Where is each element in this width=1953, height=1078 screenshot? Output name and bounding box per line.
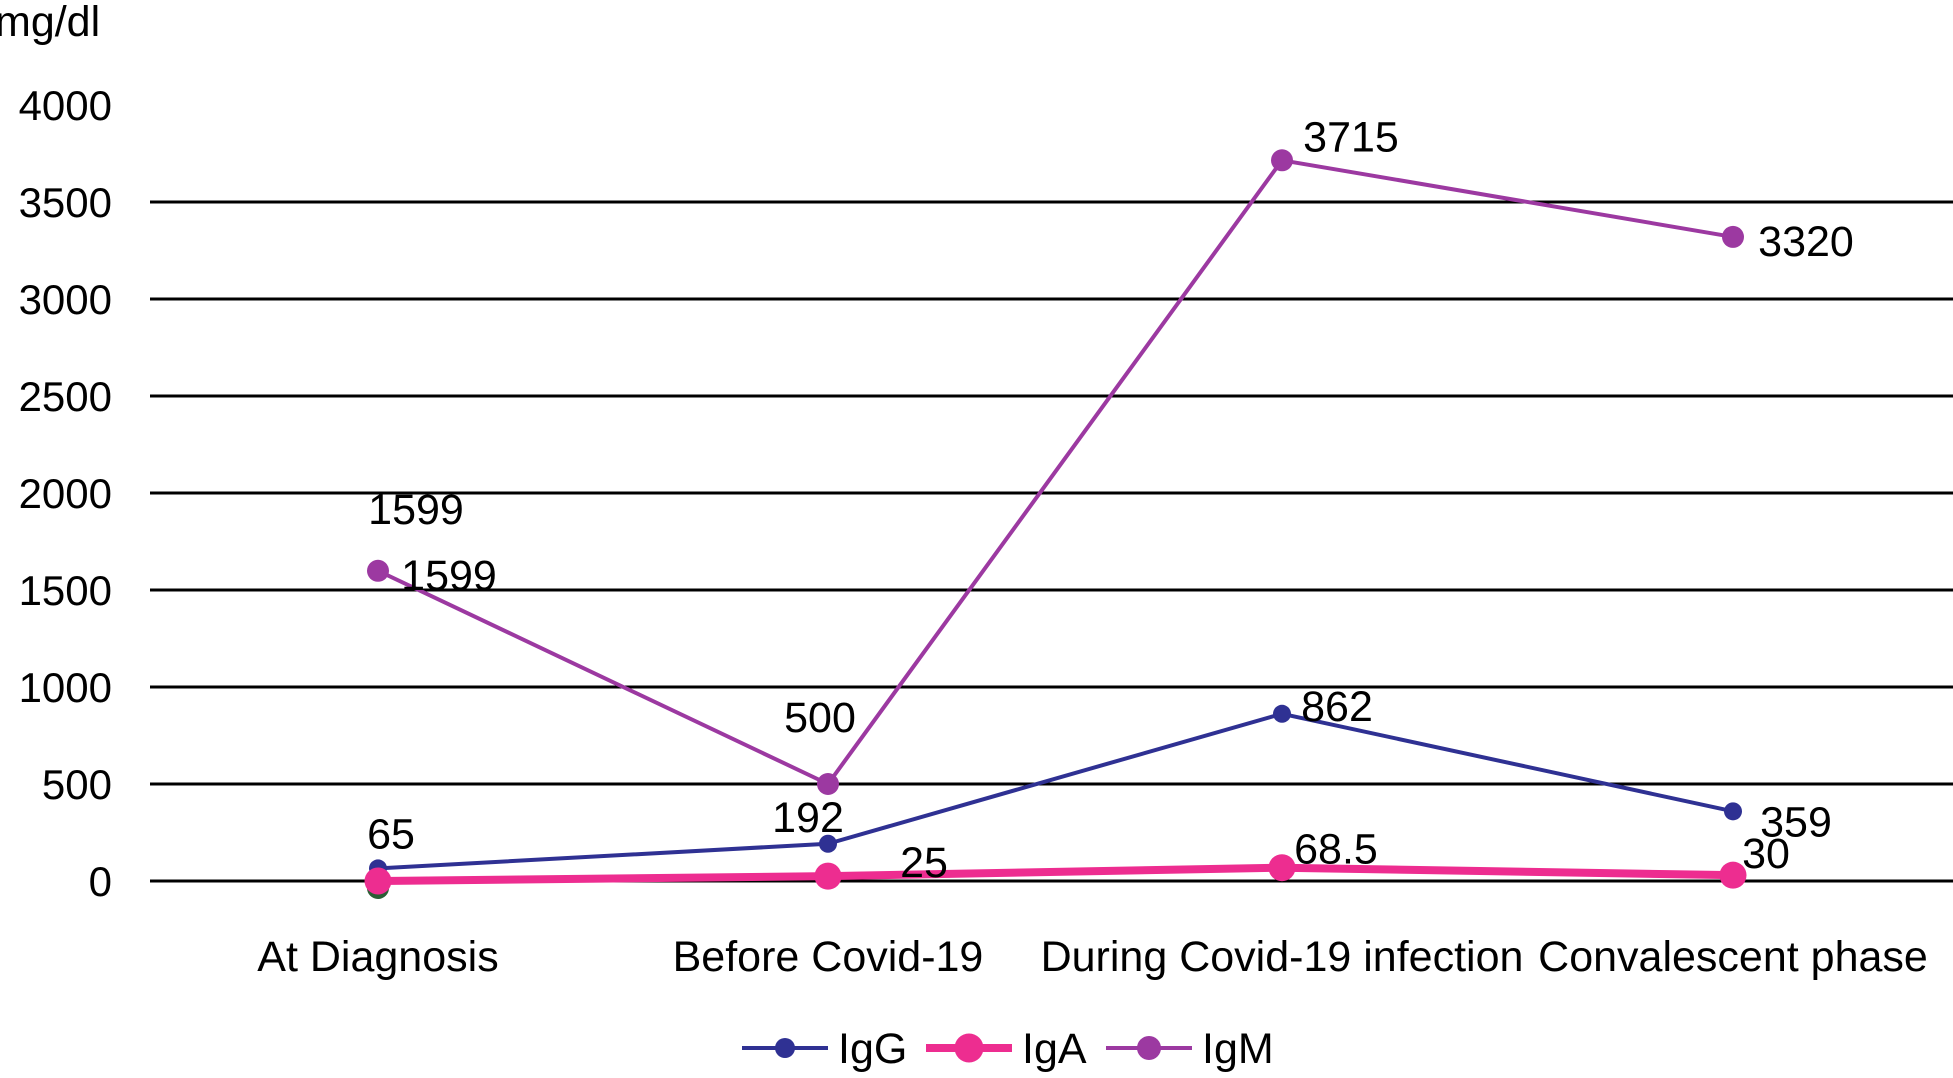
legend-label: IgA bbox=[1022, 1025, 1087, 1073]
data-point-marker-IgM bbox=[367, 559, 389, 582]
data-point-marker-IgA bbox=[364, 867, 392, 895]
legend-item-IgM: IgM bbox=[1106, 1025, 1274, 1073]
data-point-label-IgM: 500 bbox=[784, 694, 856, 742]
extra-data-label: 1599 bbox=[368, 486, 464, 534]
series-IgM: 1599 500 3715 3320 bbox=[367, 113, 1854, 795]
data-point-marker-IgG bbox=[1724, 802, 1742, 821]
x-axis-label: Convalescent phase bbox=[1538, 933, 1928, 981]
data-point-label-IgG: 862 bbox=[1301, 683, 1373, 731]
data-point-label-IgM: 3715 bbox=[1303, 113, 1399, 161]
y-axis-unit-label: mg/dl bbox=[0, 0, 101, 46]
data-point-marker-IgM bbox=[1271, 149, 1293, 172]
y-tick-label: 3000 bbox=[19, 276, 112, 323]
y-tick-label: 0 bbox=[89, 858, 112, 905]
data-point-marker-IgA bbox=[1719, 861, 1747, 889]
legend-item-IgG: IgG bbox=[742, 1025, 907, 1073]
x-axis-label: Before Covid-19 bbox=[673, 933, 984, 981]
data-point-marker-IgG bbox=[819, 834, 837, 853]
y-tick-label: 2500 bbox=[19, 373, 112, 420]
data-point-marker-IgA bbox=[1268, 854, 1296, 882]
legend-swatch-dot bbox=[1137, 1036, 1161, 1060]
y-tick-label: 1000 bbox=[19, 664, 112, 711]
data-point-marker-IgA bbox=[814, 862, 842, 890]
y-tick-label: 500 bbox=[42, 761, 112, 808]
series-line-IgM bbox=[377, 158, 1734, 786]
legend-swatch-dot bbox=[954, 1033, 984, 1063]
data-point-marker-IgM bbox=[817, 773, 839, 795]
data-point-label-IgG: 192 bbox=[772, 794, 844, 842]
data-point-label-IgG: 359 bbox=[1760, 798, 1832, 846]
data-point-label-IgA: 30 bbox=[1742, 830, 1790, 878]
data-point-label-IgA: 68.5 bbox=[1294, 826, 1378, 874]
y-axis-tick-labels: 4000 3500 3000 2500 2000 1500 1000 500 0 bbox=[19, 82, 112, 905]
legend-swatch-dot bbox=[775, 1038, 795, 1058]
x-axis-labels: At Diagnosis Before Covid-19 During Covid-… bbox=[257, 933, 1928, 981]
legend-label: IgM bbox=[1202, 1025, 1274, 1073]
x-axis-label: At Diagnosis bbox=[257, 933, 498, 981]
series-line-IgG bbox=[377, 711, 1734, 871]
series-IgA: 25 68.5 30 bbox=[364, 826, 1790, 895]
y-tick-label: 1500 bbox=[19, 567, 112, 614]
x-axis-label: During Covid-19 infection bbox=[1041, 933, 1524, 981]
gridlines bbox=[150, 200, 1953, 883]
legend-label: IgG bbox=[838, 1025, 907, 1073]
legend-item-IgA: IgA bbox=[926, 1025, 1087, 1073]
data-point-label-IgM: 3320 bbox=[1758, 218, 1854, 266]
data-point-label-IgA: 25 bbox=[900, 839, 948, 887]
data-point-marker-IgM bbox=[1722, 225, 1744, 248]
y-tick-label: 2000 bbox=[19, 470, 112, 517]
legend: IgG IgA IgM bbox=[742, 1025, 1274, 1073]
data-point-marker-IgG bbox=[1273, 704, 1291, 723]
y-tick-label: 3500 bbox=[19, 179, 112, 226]
series-IgG: 65 192 862 359 bbox=[367, 683, 1832, 878]
series-line-IgA bbox=[377, 863, 1734, 885]
data-point-label-IgM: 1599 bbox=[401, 552, 497, 600]
y-tick-label: 4000 bbox=[19, 82, 112, 129]
data-point-label-IgG: 65 bbox=[367, 810, 415, 858]
